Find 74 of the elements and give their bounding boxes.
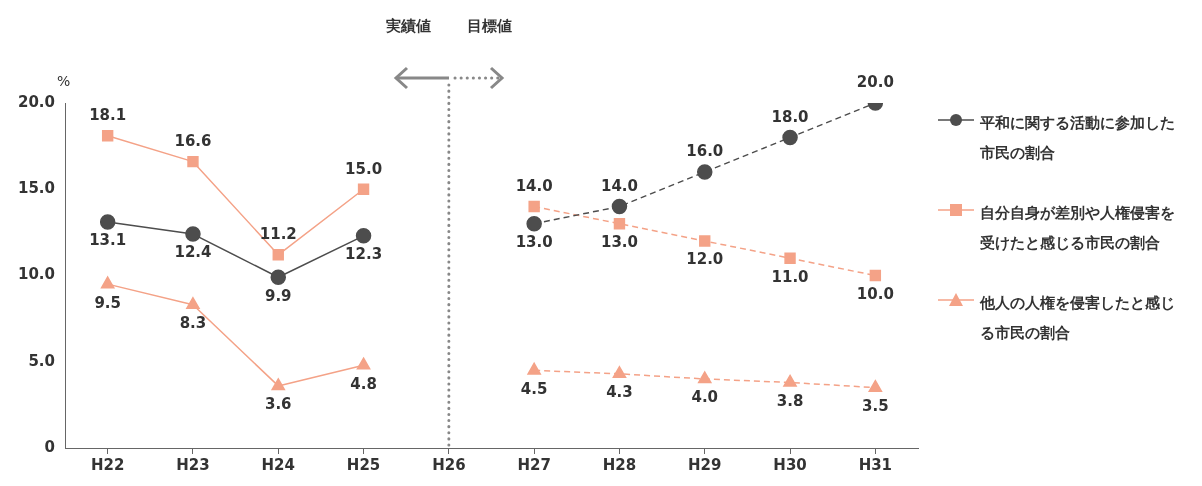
point: [356, 357, 371, 370]
x-tick-label: H29: [688, 455, 722, 474]
data-label: 9.9: [264, 286, 292, 305]
x-tick-label: H24: [261, 455, 295, 474]
data-label: 18.0: [771, 107, 809, 126]
point: [271, 378, 286, 391]
data-label: 16.0: [686, 142, 724, 161]
point: [357, 183, 370, 195]
point: [699, 235, 711, 247]
text: 目標値: [466, 17, 512, 36]
point: [527, 362, 541, 375]
point: [187, 155, 199, 168]
data-label: 4.0: [691, 388, 719, 407]
x-tick-label: H28: [602, 455, 637, 474]
data-label: 8.3: [179, 314, 207, 333]
x-tick-label: H31: [858, 455, 893, 474]
point: [782, 129, 798, 146]
point: [186, 297, 200, 310]
y-axis-title: %: [57, 72, 71, 89]
data-label: 3.8: [776, 391, 804, 410]
data-label: 15.0: [345, 159, 383, 178]
y-tick-label: 10.0: [17, 265, 56, 284]
y-tick-label: 20.0: [17, 92, 56, 111]
point: [612, 366, 627, 379]
point: [869, 269, 882, 282]
legend-label: 平和に関する活動に参加した市民の割合: [980, 113, 1176, 164]
data-label: 10.0: [856, 284, 894, 303]
data-label: 3.6: [264, 395, 292, 414]
point: [528, 200, 540, 213]
point: [99, 214, 116, 230]
data-label: 13.0: [515, 233, 553, 252]
data-label: 4.5: [520, 379, 548, 398]
point: [355, 228, 372, 244]
y-tick-label: 15.0: [17, 179, 56, 198]
data-label: 14.0: [515, 176, 553, 195]
data-label: 12.4: [174, 243, 212, 262]
data-label: 11.2: [259, 225, 297, 244]
data-label: 4.8: [350, 374, 377, 393]
data-label: 3.5: [862, 397, 889, 416]
point: [868, 379, 883, 392]
x-tick-label: H27: [517, 455, 551, 474]
text: 実績値: [384, 17, 431, 36]
point: [526, 216, 542, 232]
point: [100, 276, 115, 289]
x-tick-label: H23: [176, 455, 210, 474]
point: [784, 252, 796, 264]
x-tick-label: H26: [432, 455, 466, 474]
y-tick-label: 5.0: [28, 351, 56, 370]
point: [697, 371, 712, 384]
point: [783, 374, 797, 387]
x-tick-label: H22: [90, 455, 125, 474]
point: [272, 249, 284, 261]
data-label: 12.3: [345, 245, 383, 264]
data-label: 4.3: [606, 383, 633, 402]
point: [697, 164, 713, 180]
x-tick-label: H30: [773, 455, 807, 474]
data-label: 12.0: [686, 250, 724, 269]
data-label: 13.1: [89, 231, 127, 250]
point: [185, 226, 201, 242]
data-label: 16.6: [174, 132, 212, 151]
legend-label: 自分自身が差別や人権侵害を受けたと感じる市民の割合: [980, 203, 1176, 254]
data-label: 13.0: [600, 233, 638, 252]
data-label: 14.0: [600, 176, 638, 195]
data-label: 9.5: [94, 293, 121, 312]
point: [611, 198, 628, 215]
point: [270, 269, 287, 285]
point: [613, 218, 626, 230]
data-label: 11.0: [771, 267, 809, 286]
y-tick-label: 0: [44, 437, 56, 456]
data-label: 18.1: [89, 106, 127, 125]
point: [101, 130, 114, 142]
x-tick-label: H25: [346, 455, 381, 474]
data-label: 20.0: [856, 73, 894, 92]
legend-label: 他人の人権を侵害したと感じる市民の割合: [980, 293, 1176, 344]
